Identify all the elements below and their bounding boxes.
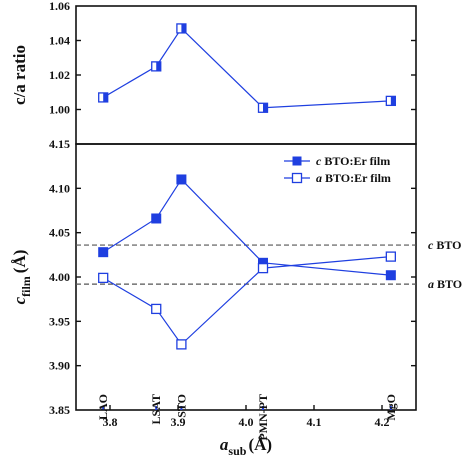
- top-marker-fill: [263, 103, 268, 113]
- bottom-series-line: [102, 256, 391, 346]
- y-label-sub: film: [19, 276, 33, 297]
- substrate-label: PMN-PT: [256, 394, 270, 441]
- legend-marker-filled: [292, 156, 302, 166]
- reference-label-rest: BTO: [434, 277, 462, 291]
- bottom-ytick-label: 4.05: [49, 226, 70, 240]
- bottom-marker-filled: [151, 213, 162, 224]
- top-data-point: [98, 92, 109, 103]
- top-data-point: [176, 23, 187, 34]
- x-label-unit: (Å): [248, 435, 272, 454]
- bottom-marker-filled: [176, 174, 187, 185]
- substrate-label: LAO: [96, 394, 110, 420]
- bottom-marker-open: [385, 251, 396, 262]
- reference-line-label: a BTO: [428, 277, 462, 291]
- bottom-marker-open: [176, 339, 187, 350]
- reference-line-label: c BTO: [428, 238, 461, 252]
- legend-entry-label: c BTO:Er film: [316, 154, 390, 168]
- bottom-ytick-label: 3.85: [49, 403, 70, 417]
- top-ytick-label: 1.00: [49, 103, 70, 117]
- top-series-line: [102, 27, 391, 109]
- bottom-ytick-label: 3.95: [49, 314, 70, 328]
- bottom-marker-filled: [385, 270, 396, 281]
- legend-label-prefix: c: [316, 154, 322, 168]
- top-marker-fill: [390, 96, 396, 106]
- bottom-xtick-label: 4.2: [375, 415, 390, 429]
- legend-label-rest: BTO:Er film: [321, 154, 390, 168]
- bottom-ytick-label: 4.10: [49, 181, 70, 195]
- bottom-ytick-label: 4.15: [49, 137, 70, 151]
- bottom-xtick-label: 4.0: [239, 415, 254, 429]
- top-ytick-label: 1.06: [49, 0, 70, 13]
- y-label-unit: (Å): [10, 250, 29, 274]
- bottom-marker-open: [98, 272, 109, 284]
- top-y-axis-label: c/a ratio: [10, 45, 29, 105]
- substrate-label: LSAT: [149, 394, 163, 424]
- top-ytick-label: 1.04: [49, 34, 70, 48]
- top-marker-fill: [103, 92, 108, 102]
- legend-label-rest: BTO:Er film: [322, 171, 391, 185]
- bottom-xtick-label: 3.8: [103, 415, 118, 429]
- substrate-label: MgO: [384, 394, 398, 421]
- bottom-marker-open: [257, 262, 269, 274]
- substrate-label: STO: [174, 394, 188, 418]
- legend-entry-label: a BTO:Er film: [316, 171, 391, 185]
- bottom-panel: 3.85 3.90 3.95 4.00 4.05 4.10 4.15 3.8 3.9 4.0 4.1…: [10, 137, 462, 458]
- reference-label-rest: BTO: [433, 238, 461, 252]
- y-label-main: c: [10, 296, 29, 304]
- bottom-x-axis-label: asub (Å): [220, 435, 272, 458]
- bottom-y-axis-label: cfilm (Å): [10, 250, 33, 305]
- top-ytick-label: 1.02: [49, 68, 70, 82]
- reference-label-prefix: c: [428, 238, 434, 252]
- top-panel: 1.00 1.02 1.04 1.06 c/a ratio: [10, 0, 417, 145]
- top-data-point: [385, 95, 396, 107]
- legend-marker-open: [291, 172, 303, 184]
- bottom-marker-open: [151, 303, 162, 315]
- top-marker-fill: [156, 61, 161, 71]
- top-data-point: [151, 61, 162, 72]
- x-label-sub: sub: [228, 444, 246, 458]
- bottom-xtick-label: 3.9: [171, 415, 186, 429]
- bottom-ytick-label: 4.00: [49, 270, 70, 284]
- x-label-main: a: [220, 435, 229, 454]
- top-data-point: [257, 102, 269, 113]
- bottom-marker-filled: [98, 247, 109, 258]
- top-plot-frame: [75, 5, 417, 145]
- top-marker-fill: [181, 23, 186, 33]
- bottom-xtick-label: 4.1: [307, 415, 322, 429]
- reference-label-prefix: a: [428, 277, 434, 291]
- legend-label-prefix: a: [316, 171, 322, 185]
- bottom-ytick-label: 3.90: [49, 359, 70, 373]
